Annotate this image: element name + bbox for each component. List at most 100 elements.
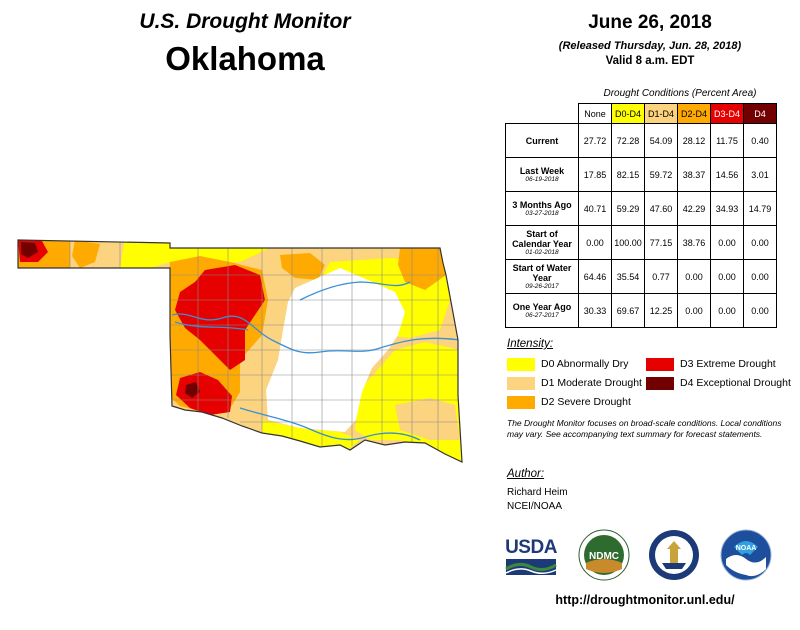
commerce-seal-logo <box>649 530 699 580</box>
table-cell: 72.28 <box>611 123 645 158</box>
legend-title: Intensity: <box>507 338 554 350</box>
table-cell: 77.15 <box>644 225 678 260</box>
d4-region <box>185 382 200 398</box>
d3-region <box>175 265 265 370</box>
row-date: 01-02-2018 <box>525 248 559 256</box>
table-cell: 59.72 <box>644 157 678 192</box>
table-cell: 34.93 <box>710 191 744 226</box>
usda-logo: USDA <box>505 537 559 577</box>
table-cell: 14.79 <box>743 191 777 226</box>
row-date: 06-27-2017 <box>525 311 559 319</box>
table-row: Start of Water Year 09-26-2017 64.46 35.54 0… <box>505 259 777 294</box>
row-label-text: Start of Calendar Year <box>512 228 572 249</box>
table-cell: 17.85 <box>578 157 612 192</box>
table-cell: 64.46 <box>578 259 612 294</box>
table-cell: 0.00 <box>743 259 777 294</box>
d2-region <box>280 253 325 280</box>
table-cell: 0.77 <box>644 259 678 294</box>
col-header: D0-D4 <box>611 103 645 124</box>
table-cell: 54.09 <box>644 123 678 158</box>
d3-region <box>176 372 232 415</box>
table-cell: 11.75 <box>710 123 744 158</box>
table-cell: 42.29 <box>677 191 711 226</box>
row-label: Start of Water Year 09-26-2017 <box>505 259 579 294</box>
table-caption: Drought Conditions (Percent Area) <box>603 88 757 99</box>
d4-region <box>21 242 38 258</box>
table-cell: 0.00 <box>677 259 711 294</box>
county-lines <box>69 240 460 452</box>
row-label: 3 Months Ago 03-27-2018 <box>505 191 579 226</box>
ndmc-logo: NDMC <box>578 529 630 581</box>
legend-label: D0 Abnormally Dry <box>541 358 629 370</box>
d2-region <box>72 240 100 268</box>
ndmc-logo-text: NDMC <box>589 551 619 562</box>
col-header: D3-D4 <box>710 103 744 124</box>
table-cell: 0.00 <box>710 293 744 328</box>
d1-region <box>395 398 460 440</box>
table-row: One Year Ago 06-27-2017 30.33 69.67 12.25 0.0… <box>505 293 777 328</box>
state-name: Oklahoma <box>165 40 325 77</box>
oklahoma-drought-map <box>17 239 463 463</box>
noaa-logo-text: NOAA <box>736 545 757 552</box>
table-cell: 59.29 <box>611 191 645 226</box>
table-cell: 28.12 <box>677 123 711 158</box>
row-label-text: 3 Months Ago <box>512 199 572 210</box>
row-label-text: Last Week <box>519 165 565 176</box>
usda-hills-icon <box>505 559 557 575</box>
table-header-row: None D0-D4 D1-D4 D2-D4 D3-D4 D4 <box>506 103 777 124</box>
table-cell: 38.76 <box>677 225 711 260</box>
rivers <box>171 281 461 441</box>
legend-swatch <box>507 357 535 371</box>
legend-item-d4: D4 Exceptional Drought <box>646 376 791 390</box>
table-cell: 47.60 <box>644 191 678 226</box>
table-cell: 82.15 <box>611 157 645 192</box>
row-label-text: One Year Ago <box>512 301 572 312</box>
legend-label: D2 Severe Drought <box>541 396 631 408</box>
table-row: Start of Calendar Year 01-02-2018 0.00 100.… <box>505 225 777 260</box>
legend-item-d2: D2 Severe Drought <box>507 395 631 409</box>
table-cell: 0.00 <box>677 293 711 328</box>
table-row: Current 27.72 72.28 54.09 28.12 11.75 0.40 <box>505 123 777 158</box>
table-cell: 14.56 <box>710 157 744 192</box>
d0-region <box>262 420 360 452</box>
table-cell: 0.40 <box>743 123 777 158</box>
table-cell: 0.00 <box>710 259 744 294</box>
release-date: (Released Thursday, Jun. 28, 2018) <box>558 40 742 52</box>
table-cell: 30.33 <box>578 293 612 328</box>
table-cell: 0.00 <box>743 293 777 328</box>
table-cell: 69.67 <box>611 293 645 328</box>
col-header: D2-D4 <box>677 103 711 124</box>
legend-label: D3 Extreme Drought <box>680 358 776 370</box>
map-date: June 26, 2018 <box>588 12 712 33</box>
table-cell: 3.01 <box>743 157 777 192</box>
table-cell: 27.72 <box>578 123 612 158</box>
legend-label: D4 Exceptional Drought <box>680 377 791 389</box>
table-cell: 38.37 <box>677 157 711 192</box>
row-label: Current <box>505 123 579 158</box>
drought-conditions-table: None D0-D4 D1-D4 D2-D4 D3-D4 D4 Current 2… <box>505 103 777 328</box>
author-org: NCEI/NOAA <box>507 501 563 512</box>
table-cell: 100.00 <box>611 225 645 260</box>
table-cell: 35.54 <box>611 259 645 294</box>
author-label: Author: <box>507 468 545 480</box>
table-cell: 40.71 <box>578 191 612 226</box>
legend-item-d3: D3 Extreme Drought <box>646 357 776 371</box>
legend-swatch <box>507 376 535 390</box>
table-cell: 12.25 <box>644 293 678 328</box>
legend-swatch <box>646 357 674 371</box>
legend-swatch <box>646 376 674 390</box>
row-label: One Year Ago 06-27-2017 <box>505 293 579 328</box>
table-row: Last Week 06-19-2018 17.85 82.15 59.72 38.37 1… <box>505 157 777 192</box>
row-label: Start of Calendar Year 01-02-2018 <box>505 225 579 260</box>
col-header: D1-D4 <box>644 103 678 124</box>
usda-logo-text: USDA <box>505 537 557 558</box>
table-cell: 0.00 <box>743 225 777 260</box>
website-url[interactable]: http://droughtmonitor.unl.edu/ <box>555 593 735 607</box>
noaa-logo: NOAA <box>720 529 772 581</box>
legend-item-d0: D0 Abnormally Dry <box>507 357 629 371</box>
row-date: 09-26-2017 <box>525 282 559 290</box>
col-header: None <box>578 103 612 124</box>
row-label-text: Start of Water Year <box>512 262 572 283</box>
col-header: D4 <box>743 103 777 124</box>
legend-item-d1: D1 Moderate Drought <box>507 376 642 390</box>
